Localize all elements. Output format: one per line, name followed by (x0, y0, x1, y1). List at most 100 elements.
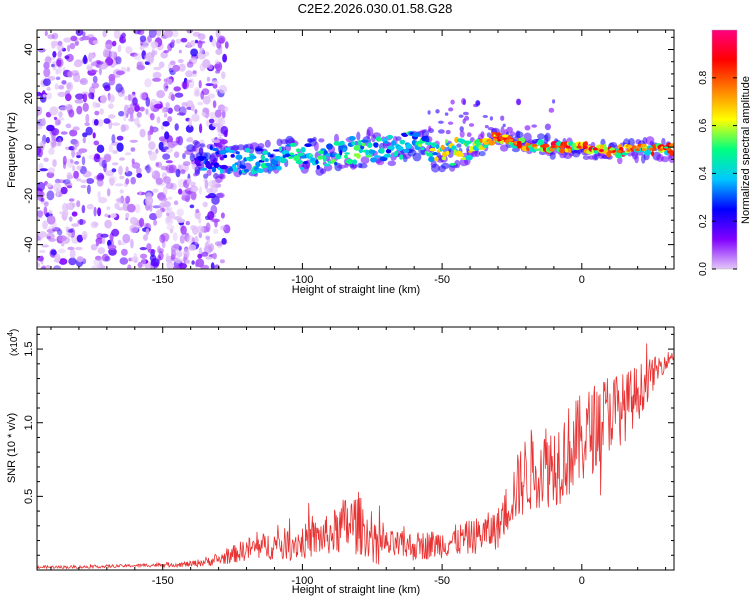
noise-blob (82, 56, 88, 65)
noise-blob (129, 139, 138, 143)
noise-blob (123, 112, 127, 122)
ridge-blob (352, 159, 358, 165)
noise-blob (129, 216, 138, 225)
noise-blob (119, 175, 125, 180)
noise-blob (124, 170, 133, 177)
noise-blob (46, 190, 55, 201)
ridge-blob (556, 147, 561, 153)
ridge-halo (634, 154, 639, 164)
y-tick-label: 1.5 (23, 341, 35, 356)
ridge-blob (299, 167, 304, 170)
noise-blob (178, 263, 188, 269)
noise-blob (141, 257, 146, 267)
noise-blob (139, 45, 145, 51)
noise-blob (176, 218, 186, 223)
noise-blob (60, 186, 68, 195)
noise-blob (134, 105, 141, 112)
noise-blob (151, 171, 156, 176)
noise-blob (172, 232, 178, 242)
ridge-blob (342, 147, 347, 152)
noise-blob (67, 229, 74, 233)
y-tick-label: -40 (23, 237, 35, 253)
noise-blob (214, 109, 222, 118)
noise-blob (182, 161, 191, 166)
noise-blob (102, 49, 110, 58)
ridge-halo (478, 150, 486, 157)
noise-blob (162, 146, 169, 150)
noise-blob (150, 41, 159, 49)
ridge-blob (394, 150, 399, 157)
colorbar-tick-label: 0.6 (698, 118, 709, 132)
ridge-blob (615, 152, 623, 159)
noise-blob (61, 202, 69, 212)
noise-blob (211, 38, 217, 47)
noise-blob (111, 122, 121, 126)
noise-blob (165, 85, 169, 89)
ridge-blob (200, 167, 208, 171)
ridge-halo (500, 126, 505, 136)
noise-blob (119, 257, 129, 265)
ridge-halo (668, 154, 674, 164)
ridge-blob (361, 143, 366, 147)
noise-blob (190, 48, 199, 57)
snr-y-multiplier: (x104) (6, 329, 20, 356)
noise-blob (86, 178, 95, 184)
noise-blob (76, 165, 82, 171)
noise-blob (100, 94, 107, 104)
ridge-blob (358, 149, 364, 153)
noise-blob (144, 78, 152, 88)
y-tick-label: -20 (23, 188, 35, 204)
noise-blob (205, 222, 211, 233)
ridge-halo (203, 173, 209, 179)
noise-blob (205, 195, 212, 199)
noise-blob (191, 260, 195, 265)
noise-blob (219, 259, 225, 264)
noise-blob (195, 208, 200, 214)
noise-blob (74, 140, 80, 147)
noise-blob (190, 190, 197, 201)
noise-blob (60, 131, 68, 135)
ridge-peak (559, 145, 565, 149)
noise-blob (44, 56, 52, 65)
noise-blob (160, 124, 165, 130)
noise-blob (51, 63, 55, 68)
ridge-peak (607, 150, 613, 154)
noise-blob (130, 238, 134, 249)
noise-blob (116, 142, 124, 152)
noise-blob (186, 178, 191, 185)
ridge-halo (194, 141, 201, 148)
noise-blob (162, 153, 171, 160)
noise-blob (223, 130, 228, 137)
noise-blob (73, 170, 79, 179)
ridge-blob (325, 153, 332, 157)
noise-blob (178, 49, 182, 54)
ridge-blob (435, 144, 440, 150)
noise-blob (43, 206, 48, 216)
noise-blob (69, 42, 76, 50)
noise-blob (74, 99, 84, 104)
ridge-peak (582, 146, 588, 149)
noise-blob (210, 204, 218, 215)
noise-blob (55, 68, 59, 75)
noise-blob (176, 250, 183, 258)
noise-blob (87, 34, 95, 39)
noise-blob (130, 176, 136, 185)
ridge-blob (267, 165, 273, 172)
noise-blob (182, 153, 186, 159)
noise-blob (41, 117, 46, 127)
noise-blob (175, 168, 181, 178)
noise-blob (173, 151, 180, 158)
noise-blob (438, 129, 445, 134)
noise-blob (165, 164, 174, 174)
noise-blob (63, 37, 72, 43)
noise-blob (438, 120, 444, 124)
ridge-halo (441, 162, 450, 169)
ridge-halo (189, 153, 195, 162)
noise-blob (102, 30, 107, 38)
noise-blob (202, 201, 208, 208)
noise-blob (199, 186, 202, 195)
noise-blob (167, 78, 173, 85)
noise-blob (46, 124, 55, 132)
noise-blob (118, 110, 125, 117)
noise-blob (176, 208, 184, 217)
